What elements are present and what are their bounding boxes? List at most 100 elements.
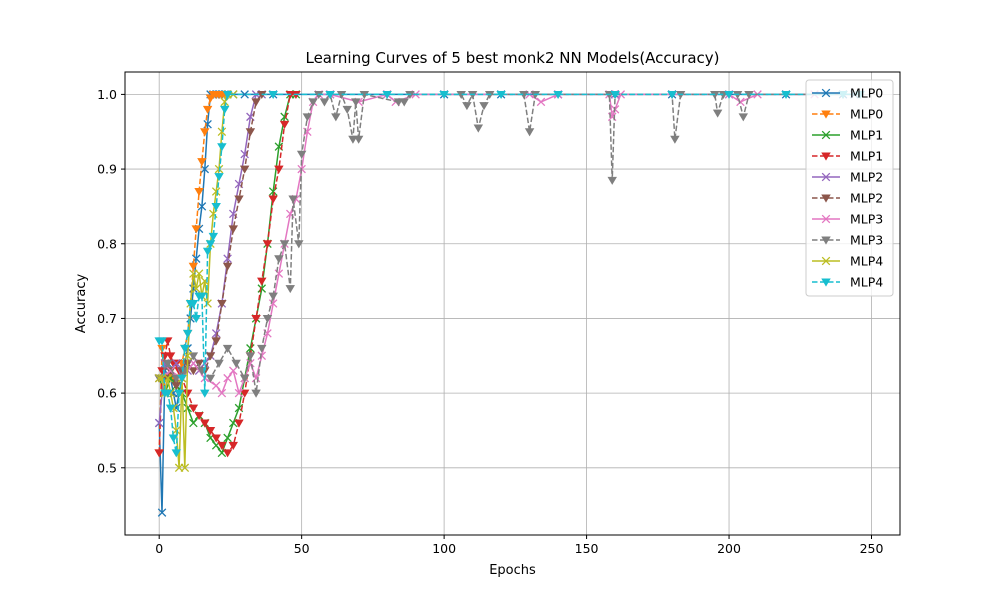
legend-label: MLP1 [850,128,883,143]
data-point [319,98,330,107]
y-tick-label: 0.8 [97,236,117,251]
data-point [197,292,207,301]
data-point [188,367,199,376]
y-tick-label: 0.7 [97,311,117,326]
data-point [177,374,187,383]
data-point [211,337,221,346]
data-point [240,90,249,99]
legend-marker [821,152,831,161]
data-point [257,277,267,286]
data-point [251,389,261,398]
data-point [197,202,207,211]
data-point [217,388,227,398]
legend-label: MLP4 [850,275,883,290]
data-point [182,389,193,398]
data-point [268,299,278,308]
data-point [188,300,199,309]
data-point [331,113,341,122]
data-point [268,195,278,204]
data-point [262,314,273,324]
data-point [205,427,216,436]
data-point [479,102,489,111]
data-point [188,262,199,271]
x-tick-label: 0 [155,541,163,556]
axis-ticks: 0 50 100 150 200 250 0.5 0.6 0.7 0.8 0.9 1.0 [97,87,883,556]
data-point [194,359,204,368]
data-point [524,128,535,137]
series-mlp4-val [154,90,865,458]
data-point [712,109,723,118]
data-point [205,374,216,383]
data-point [393,98,404,107]
data-point [194,412,204,421]
data-point [180,463,190,473]
data-point [205,352,216,361]
data-point [223,254,232,263]
data-point [165,352,176,361]
data-point [553,90,563,99]
data-point [257,344,267,353]
legend-label: MLP3 [850,233,883,248]
legend-marker [821,130,831,140]
data-point [200,164,210,174]
data-point [439,90,449,99]
data-point [180,344,190,353]
data-point [496,90,506,99]
legend-marker [821,256,831,266]
legend-item: MLP3 [812,233,883,248]
data-point [234,419,244,428]
data-point [154,418,164,428]
data-point [217,127,227,137]
data-point [165,404,176,413]
x-tick-label: 250 [860,541,884,556]
data-point [203,299,212,308]
x-tick-label: 150 [575,541,599,556]
data-point [194,188,204,197]
legend-label: MLP4 [850,254,883,269]
x-tick-label: 100 [432,541,456,556]
data-point [222,262,233,271]
data-point [257,351,267,361]
legend-item: MLP0 [812,107,883,122]
data-point [211,434,221,443]
data-point [239,374,250,383]
data-point [154,373,164,383]
data-point [239,165,250,174]
legend-label: MLP0 [850,107,883,122]
data-point [607,176,617,185]
legend-label: MLP3 [850,212,883,227]
data-point [274,255,284,264]
data-point [171,374,182,383]
series-line [158,93,815,394]
data-point [200,128,210,137]
data-point [399,98,409,107]
data-point [214,359,224,368]
data-point [154,449,164,458]
data-point [197,158,207,167]
data-point [200,389,210,398]
data-point [194,269,204,278]
legend-item: MLP4 [812,254,883,269]
x-tick-label: 200 [717,541,741,556]
data-point [217,143,227,152]
data-point [231,359,241,368]
data-point [168,434,179,443]
data-point [251,98,261,107]
data-point [251,314,261,324]
data-point [670,135,680,144]
data-point [234,195,244,204]
data-point [268,292,278,301]
data-point [279,240,290,249]
data-point [205,240,216,249]
legend-label: MLP2 [850,170,883,185]
data-point [308,98,318,107]
data-point [279,120,290,129]
data-point [353,135,364,144]
data-point [222,344,233,353]
data-point [171,449,182,458]
y-tick-label: 0.9 [97,162,117,177]
series-layer [154,90,865,517]
data-point [172,358,181,368]
data-point [188,352,199,361]
